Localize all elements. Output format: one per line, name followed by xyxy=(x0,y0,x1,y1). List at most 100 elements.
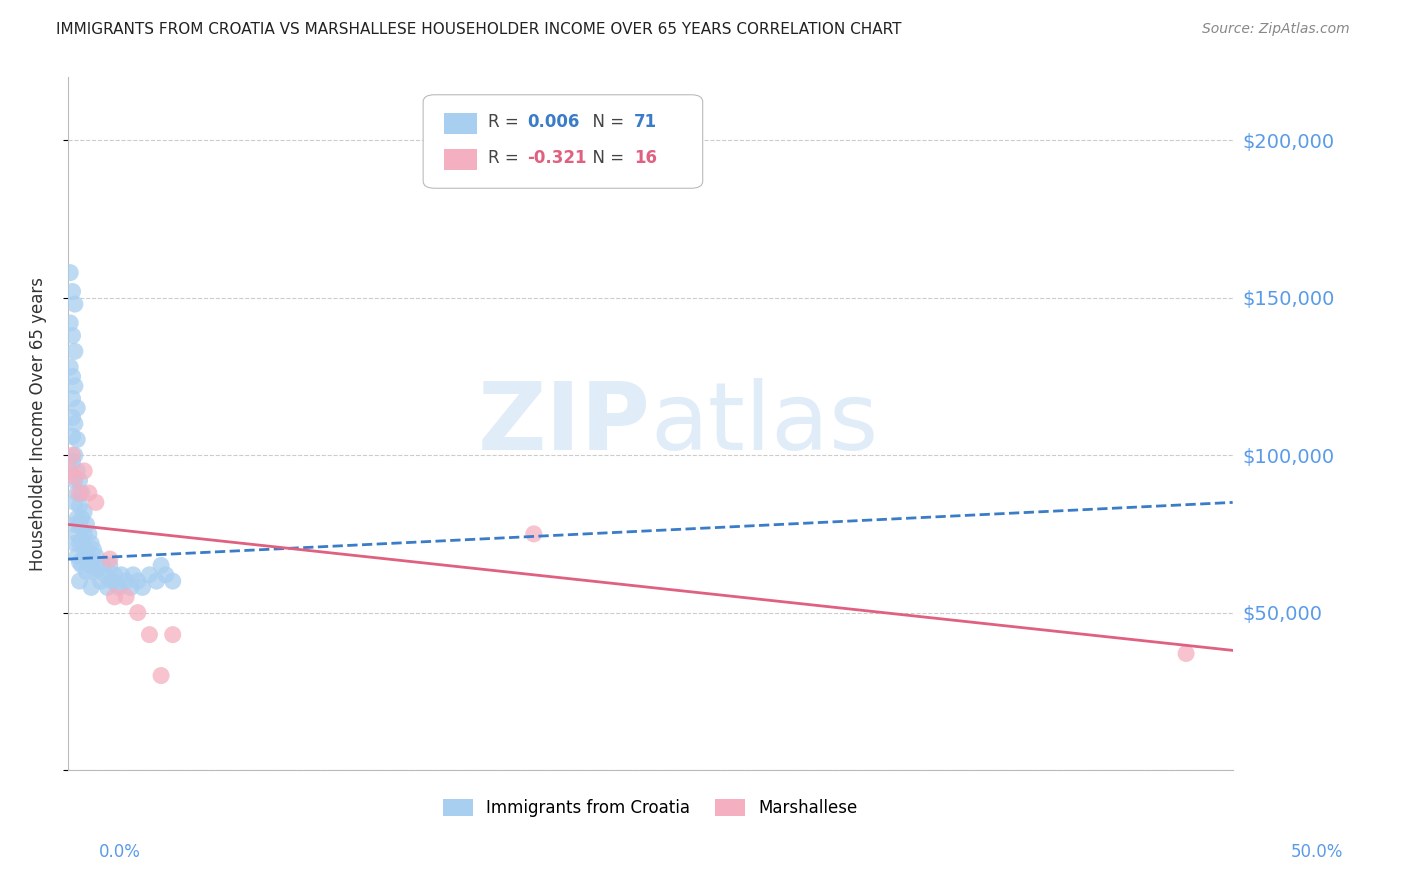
Point xyxy=(84,549,107,563)
Point xyxy=(120,581,142,595)
Point xyxy=(69,574,91,588)
Text: R =: R = xyxy=(488,150,524,168)
Point xyxy=(63,517,86,532)
Text: 71: 71 xyxy=(634,113,657,131)
Point xyxy=(66,527,89,541)
Text: -0.321: -0.321 xyxy=(527,150,586,168)
Point xyxy=(62,369,84,384)
Point xyxy=(63,470,86,484)
Point xyxy=(73,549,96,563)
FancyBboxPatch shape xyxy=(444,112,477,134)
Point xyxy=(69,555,91,569)
Point xyxy=(162,627,184,641)
Point xyxy=(103,590,125,604)
Point xyxy=(59,464,82,478)
Point xyxy=(62,454,84,468)
Point xyxy=(122,567,145,582)
Point xyxy=(63,344,86,359)
Text: 0.0%: 0.0% xyxy=(98,843,141,861)
Point xyxy=(98,552,121,566)
Point xyxy=(83,542,105,557)
Point xyxy=(70,486,93,500)
Point xyxy=(62,392,84,406)
Point xyxy=(62,448,84,462)
Point xyxy=(70,558,93,573)
Point xyxy=(77,552,100,566)
Point xyxy=(59,266,82,280)
Point xyxy=(63,297,86,311)
Point xyxy=(69,517,91,532)
Point xyxy=(80,536,103,550)
Point xyxy=(73,505,96,519)
Text: ZIP: ZIP xyxy=(478,377,651,470)
Text: R =: R = xyxy=(488,113,524,131)
Point xyxy=(138,627,160,641)
Point xyxy=(59,316,82,330)
Point xyxy=(96,581,118,595)
Point xyxy=(127,606,149,620)
Point xyxy=(110,567,132,582)
Point xyxy=(523,527,546,541)
Point xyxy=(63,448,86,462)
Point xyxy=(66,486,89,500)
Point xyxy=(63,417,86,431)
Point xyxy=(59,359,82,374)
Point xyxy=(145,574,167,588)
Point xyxy=(73,464,96,478)
Point xyxy=(73,527,96,541)
Text: 0.006: 0.006 xyxy=(527,113,579,131)
Point xyxy=(69,499,91,513)
Point xyxy=(83,565,105,579)
Point xyxy=(63,495,86,509)
Point xyxy=(1175,647,1198,661)
Point xyxy=(94,567,117,582)
Point xyxy=(76,542,98,557)
Point xyxy=(66,464,89,478)
Point xyxy=(98,558,121,573)
Point xyxy=(62,285,84,299)
Point xyxy=(108,581,131,595)
Point xyxy=(115,590,138,604)
Point xyxy=(76,517,98,532)
Point xyxy=(155,567,177,582)
Point xyxy=(89,574,111,588)
Point xyxy=(84,495,107,509)
Point xyxy=(70,533,93,548)
Y-axis label: Householder Income Over 65 years: Householder Income Over 65 years xyxy=(30,277,46,571)
Text: atlas: atlas xyxy=(651,377,879,470)
Point xyxy=(69,474,91,488)
Point xyxy=(103,567,125,582)
Point xyxy=(69,536,91,550)
Point xyxy=(63,379,86,393)
Point xyxy=(115,574,138,588)
FancyBboxPatch shape xyxy=(444,149,477,169)
Point xyxy=(63,474,86,488)
Point xyxy=(150,668,173,682)
Point xyxy=(66,401,89,415)
Text: 50.0%: 50.0% xyxy=(1291,843,1343,861)
Point xyxy=(87,561,110,575)
Point xyxy=(69,486,91,500)
Point xyxy=(77,486,100,500)
Point xyxy=(150,558,173,573)
Text: N =: N = xyxy=(582,113,628,131)
Point xyxy=(66,433,89,447)
Point xyxy=(62,328,84,343)
Point xyxy=(101,574,124,588)
Point xyxy=(66,511,89,525)
Point xyxy=(80,581,103,595)
Point xyxy=(70,511,93,525)
Point xyxy=(80,558,103,573)
Point xyxy=(131,581,153,595)
Point xyxy=(62,410,84,425)
Point xyxy=(138,567,160,582)
Point xyxy=(127,574,149,588)
Text: Source: ZipAtlas.com: Source: ZipAtlas.com xyxy=(1202,22,1350,37)
Point xyxy=(66,549,89,563)
Point xyxy=(77,527,100,541)
Text: IMMIGRANTS FROM CROATIA VS MARSHALLESE HOUSEHOLDER INCOME OVER 65 YEARS CORRELAT: IMMIGRANTS FROM CROATIA VS MARSHALLESE H… xyxy=(56,22,901,37)
Point xyxy=(76,565,98,579)
Point xyxy=(91,558,114,573)
Point xyxy=(162,574,184,588)
Text: 16: 16 xyxy=(634,150,657,168)
